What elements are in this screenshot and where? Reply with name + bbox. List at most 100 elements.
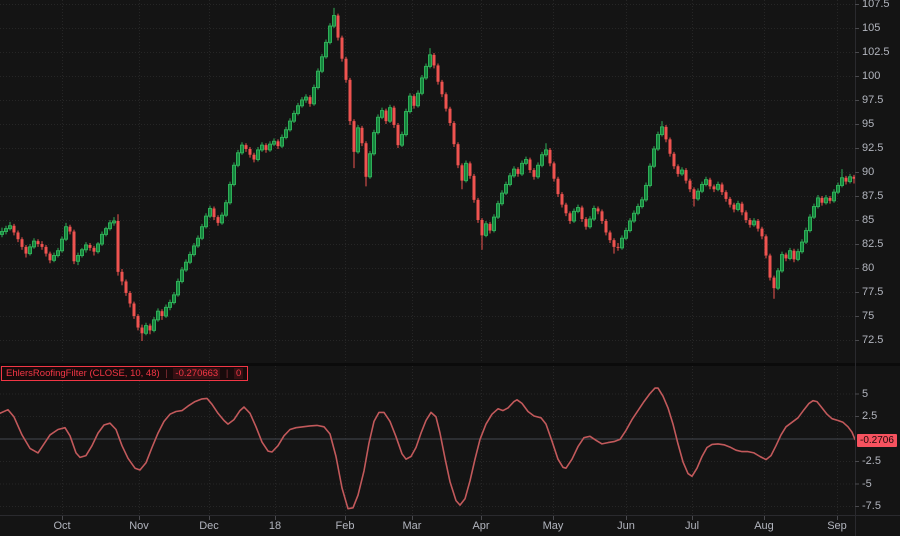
candle-body (660, 126, 664, 136)
candle-body (832, 191, 836, 202)
candle-body (40, 244, 44, 247)
candle-body (524, 159, 528, 164)
candle-body (376, 116, 380, 134)
candle-body (244, 145, 248, 149)
candle-body (256, 149, 260, 161)
candle-body (460, 165, 464, 181)
candle-body (176, 280, 180, 296)
candle-body (840, 177, 844, 186)
candle-body (288, 120, 292, 131)
candle-body (708, 179, 712, 187)
candle-body (112, 220, 116, 224)
price-axis-label: 72.5 (862, 334, 884, 346)
candle-body (780, 254, 784, 272)
candle-body (228, 183, 232, 204)
candle-body (496, 203, 500, 218)
candle-body (468, 163, 472, 176)
candle-body (624, 230, 628, 239)
indicator-line (0, 387, 856, 510)
candle-body (852, 176, 856, 179)
price-axis-label: 87.5 (862, 190, 884, 202)
candle-body (404, 111, 408, 136)
candle-body (508, 175, 512, 185)
candle-body (792, 250, 796, 260)
candle-body (480, 220, 484, 236)
candle-body (48, 253, 52, 261)
price-axis-label: 107.5 (862, 0, 890, 10)
candle-body (416, 92, 420, 107)
candle-body (208, 207, 212, 217)
candle-body (540, 154, 544, 166)
price-axis[interactable]: 107.5 105 102.5 100 97.5 95 92.5 90 87.5 85 82.5 80… (856, 0, 900, 364)
candle-body (296, 105, 300, 114)
candle-body (652, 148, 656, 167)
candle-body (384, 110, 388, 122)
candle-body (656, 134, 660, 150)
candle-body (544, 149, 548, 156)
candle-body (784, 254, 788, 259)
candle-body (172, 294, 176, 304)
candle-body (316, 70, 320, 89)
price-axis-label: 85 (862, 214, 875, 226)
candle-body (180, 269, 184, 282)
candle-body (668, 139, 672, 154)
candle-body (740, 203, 744, 213)
candle-body (28, 246, 32, 255)
candle-body (364, 143, 368, 177)
candle-body (252, 154, 256, 160)
candle-body (88, 244, 92, 248)
candle-body (736, 203, 740, 210)
price-axis-label: 82.5 (862, 238, 884, 250)
candle-body (352, 121, 356, 152)
candle-body (760, 228, 764, 237)
candle-body (648, 165, 652, 186)
candle-body (152, 319, 156, 331)
candle-body (184, 261, 188, 271)
candle-body (588, 218, 592, 228)
legend-separator: | (225, 368, 229, 379)
candle-body (812, 206, 816, 218)
candle-body (344, 58, 348, 80)
candle-body (456, 144, 460, 166)
indicator-legend[interactable]: EhlersRoofingFilter (CLOSE, 10, 48) | -0… (1, 366, 249, 381)
candle-body (192, 245, 196, 256)
candle-body (776, 270, 780, 289)
candle-body (532, 170, 536, 177)
time-axis-label-may: May (542, 520, 564, 532)
candle-body (688, 180, 692, 190)
candle-body (548, 149, 552, 164)
candle-body (216, 217, 220, 223)
candle-body (636, 206, 640, 214)
candle-body (68, 226, 72, 232)
candle-body (32, 240, 36, 248)
candle-body (844, 177, 848, 182)
candle-body (472, 175, 476, 200)
candle-body (444, 94, 448, 109)
candle-body (188, 254, 192, 263)
candle-body (276, 141, 280, 147)
pane-separator[interactable] (0, 363, 900, 366)
candle-body (576, 207, 580, 212)
candle-body (20, 239, 24, 247)
candle-body (828, 197, 832, 201)
candle-body (764, 236, 768, 256)
indicator-axis-label: -5 (862, 477, 872, 490)
time-axis[interactable]: Oct Nov Dec 18 Feb Mar Apr May Jun Jul Aug Sep (0, 516, 900, 536)
candle-body (796, 251, 800, 260)
candle-body (732, 204, 736, 210)
candle-body (372, 132, 376, 155)
candle-body (596, 208, 600, 212)
time-axis-label-jun: Jun (617, 520, 635, 532)
candle-body (164, 306, 168, 317)
legend-separator: | (165, 368, 168, 379)
indicator-secondary-value: 0 (233, 368, 244, 379)
time-axis-label-oct: Oct (53, 520, 71, 532)
candle-body (236, 152, 240, 166)
candle-body (56, 250, 60, 257)
indicator-axis-label: -2.5 (862, 455, 881, 467)
candle-body (632, 212, 636, 222)
indicator-axis[interactable]: 5 2.5 -2.5 -5 -7.5 (856, 366, 900, 515)
candle-body (220, 214, 224, 224)
candle-body (476, 199, 480, 220)
